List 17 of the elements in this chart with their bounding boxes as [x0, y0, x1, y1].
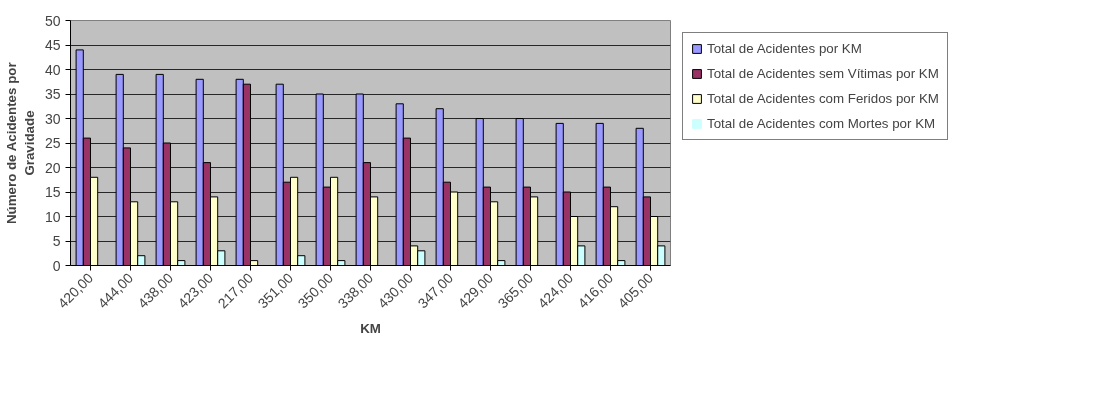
y-tick-label: 50 [44, 12, 61, 29]
legend-label: Total de Acidentes sem Vítimas por KM [707, 66, 939, 81]
x-axis-title: KM [360, 320, 381, 336]
y-tick-label: 5 [52, 233, 61, 249]
legend-label: Total de Acidentes com Mortes por KM [707, 116, 936, 131]
y-tick-label: 40 [44, 61, 61, 78]
legend-label: Total de Acidentes por KM [707, 41, 862, 56]
y-tick-label: 0 [52, 257, 61, 274]
y-tick-label: 25 [44, 135, 61, 151]
legend-label: Total de Acidentes com Feridos por KM [707, 91, 939, 106]
y-tick-label: 15 [44, 184, 61, 200]
y-tick-label: 20 [44, 159, 61, 176]
y-tick-label: 10 [44, 208, 61, 225]
y-tick-label: 30 [44, 110, 61, 127]
y-tick-label: 35 [44, 86, 61, 102]
y-tick-label: 45 [44, 37, 61, 53]
y-axis-title: Número de Acidentes por Gravidade [3, 62, 37, 225]
